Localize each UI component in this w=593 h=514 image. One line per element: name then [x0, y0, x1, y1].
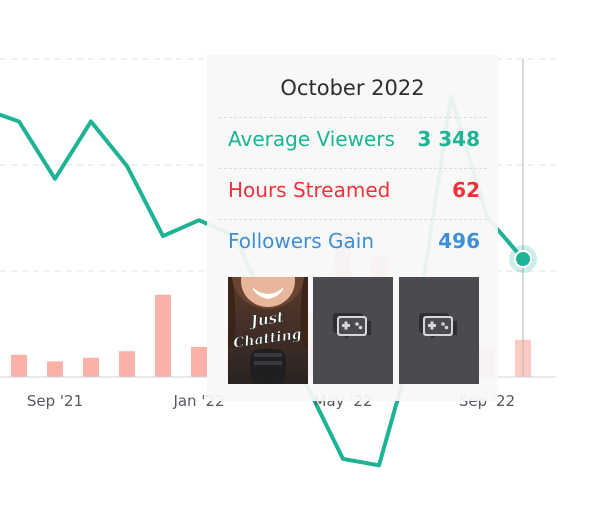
- chart-tooltip: October 2022 Average Viewers 3 348 Hours…: [207, 55, 498, 401]
- hours-bar[interactable]: [11, 354, 27, 377]
- tooltip-row-hours: Hours Streamed 62: [228, 178, 480, 208]
- tooltip-row-viewers: Average Viewers 3 348: [228, 127, 480, 157]
- tooltip-row-followers: Followers Gain 496: [228, 229, 480, 259]
- gamepad-icon: [399, 277, 479, 384]
- hours-bar[interactable]: [155, 294, 171, 377]
- hover-marker[interactable]: [514, 250, 532, 268]
- thumbnail-caption: Just: [247, 308, 286, 331]
- tooltip-title: October 2022: [280, 76, 425, 100]
- tooltip-value: 3 348: [417, 127, 480, 151]
- tooltip-value: 496: [438, 229, 480, 253]
- hours-bar[interactable]: [119, 351, 135, 377]
- tooltip-label: Average Viewers: [228, 127, 395, 151]
- just-chatting-art: Just Chatting: [228, 277, 308, 384]
- tooltip-divider: [219, 219, 487, 220]
- tooltip-label: Hours Streamed: [228, 178, 391, 202]
- x-tick-label: Sep '21: [27, 392, 83, 410]
- hours-bar[interactable]: [47, 361, 63, 377]
- hours-bar[interactable]: [191, 347, 207, 377]
- tooltip-divider: [219, 168, 487, 169]
- gamepad-icon: [313, 277, 393, 384]
- tooltip-value: 62: [452, 178, 480, 202]
- tooltip-label: Followers Gain: [228, 229, 375, 253]
- hours-bar[interactable]: [83, 357, 99, 377]
- category-thumbnail-gaming[interactable]: [313, 277, 393, 384]
- tooltip-divider: [219, 117, 487, 118]
- category-thumbnail-just-chatting[interactable]: Just Chatting: [228, 277, 308, 384]
- category-thumbnail-gaming[interactable]: [399, 277, 479, 384]
